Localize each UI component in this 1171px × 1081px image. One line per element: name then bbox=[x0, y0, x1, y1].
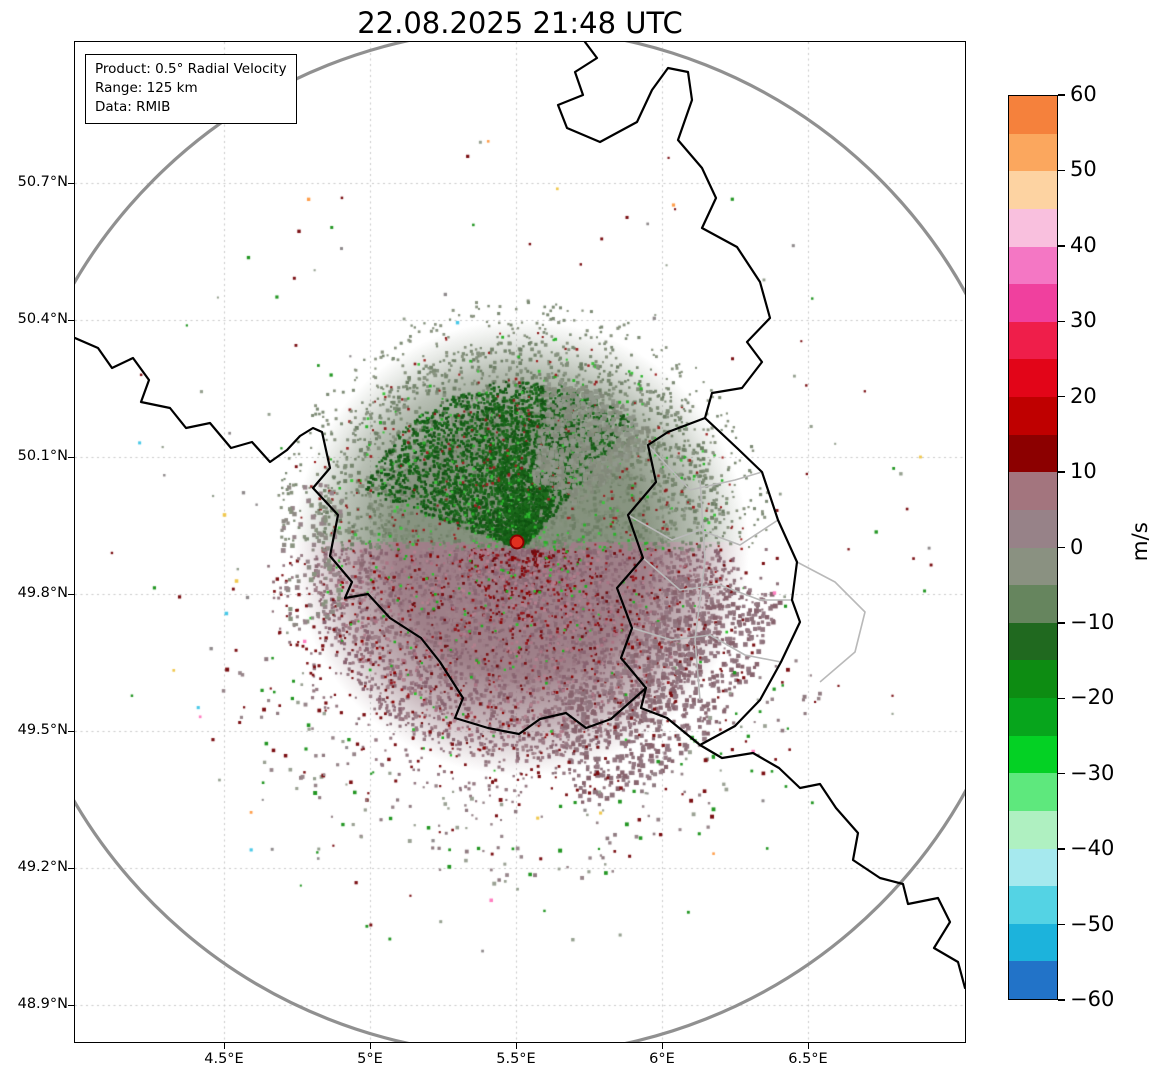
colorbar-segment bbox=[1009, 886, 1057, 924]
colorbar-tick-mark bbox=[1058, 395, 1065, 398]
map-plot: Product: 0.5° Radial Velocity Range: 125… bbox=[75, 42, 965, 1042]
y-tick-label: 49.8°N bbox=[17, 585, 68, 601]
y-tick-label: 50.4°N bbox=[17, 311, 68, 327]
x-tick-label: 6°E bbox=[649, 1051, 675, 1067]
figure-title: 22.08.2025 21:48 UTC bbox=[357, 6, 683, 40]
colorbar-tick-label: 10 bbox=[1070, 459, 1097, 484]
x-tick-label: 5°E bbox=[357, 1051, 383, 1067]
info-data-source: Data: RMIB bbox=[95, 99, 171, 116]
colorbar-tick-label: −40 bbox=[1070, 836, 1115, 861]
colorbar-segment bbox=[1009, 133, 1057, 172]
colorbar-tick-label: 20 bbox=[1070, 383, 1097, 408]
info-box: Product: 0.5° Radial Velocity Range: 125… bbox=[85, 54, 297, 125]
colorbar-segment bbox=[1009, 698, 1057, 736]
colorbar-segment bbox=[1009, 585, 1057, 623]
colorbar-segment bbox=[1009, 923, 1057, 962]
colorbar-tick-mark bbox=[1058, 94, 1065, 96]
colorbar-segment bbox=[1009, 622, 1057, 661]
colorbar-segment bbox=[1009, 96, 1057, 134]
colorbar-segment bbox=[1009, 321, 1057, 360]
y-tick-mark bbox=[68, 183, 74, 185]
x-tick-mark bbox=[808, 1043, 810, 1049]
colorbar-segment bbox=[1009, 397, 1057, 435]
colorbar-tick-mark bbox=[1058, 546, 1065, 549]
colorbar-segment bbox=[1009, 848, 1057, 887]
colorbar-tick-mark bbox=[1058, 773, 1065, 775]
info-product: Product: 0.5° Radial Velocity bbox=[95, 61, 287, 77]
colorbar-tick-mark bbox=[1058, 848, 1065, 850]
colorbar-segment bbox=[1009, 660, 1057, 698]
colorbar-tick-label: 60 bbox=[1070, 82, 1097, 106]
y-tick-mark bbox=[68, 594, 74, 596]
colorbar-tick-mark bbox=[1058, 923, 1065, 926]
colorbar-tick-mark bbox=[1058, 245, 1065, 247]
colorbar-segment bbox=[1009, 246, 1057, 285]
radar-site-marker bbox=[509, 534, 525, 550]
colorbar-tick-label: −30 bbox=[1070, 760, 1115, 785]
colorbar-segment bbox=[1009, 208, 1057, 247]
info-range: Range: 125 km bbox=[95, 80, 198, 97]
colorbar-tick-label: −50 bbox=[1070, 911, 1115, 936]
colorbar-segment bbox=[1009, 773, 1057, 811]
colorbar-segment bbox=[1009, 472, 1057, 510]
y-tick-mark bbox=[68, 320, 74, 322]
colorbar-tick-label: −60 bbox=[1070, 987, 1115, 1011]
colorbar-tick-mark bbox=[1058, 169, 1065, 172]
colorbar-segment bbox=[1009, 961, 1057, 999]
colorbar-segment bbox=[1009, 171, 1057, 209]
colorbar-tick-mark bbox=[1058, 697, 1065, 700]
y-tick-mark bbox=[68, 868, 74, 870]
colorbar-tick-label: −10 bbox=[1070, 609, 1115, 634]
colorbar-tick-mark bbox=[1058, 471, 1065, 473]
region-borders bbox=[627, 444, 866, 701]
colorbar-segment bbox=[1009, 284, 1057, 322]
map-overlay bbox=[75, 42, 965, 1042]
colorbar-tick-label: 40 bbox=[1070, 232, 1097, 257]
colorbar-segment bbox=[1009, 810, 1057, 849]
y-tick-label: 50.7°N bbox=[17, 174, 68, 190]
colorbar-segment bbox=[1009, 359, 1057, 397]
x-tick-label: 6.5°E bbox=[788, 1051, 828, 1067]
colorbar-tick-label: 50 bbox=[1070, 157, 1097, 182]
colorbar-segment bbox=[1009, 547, 1057, 586]
y-tick-label: 48.9°N bbox=[17, 996, 68, 1012]
y-tick-label: 49.2°N bbox=[17, 859, 68, 875]
x-tick-mark bbox=[516, 1043, 518, 1049]
colorbar-tick-mark bbox=[1058, 622, 1065, 624]
x-tick-mark bbox=[370, 1043, 372, 1049]
colorbar-tick-label: 0 bbox=[1070, 534, 1084, 559]
y-tick-label: 50.1°N bbox=[17, 448, 68, 464]
y-tick-label: 49.5°N bbox=[17, 722, 68, 738]
colorbar-segment bbox=[1009, 735, 1057, 774]
colorbar-tick-label: 30 bbox=[1070, 308, 1097, 333]
y-tick-mark bbox=[68, 1005, 74, 1007]
colorbar-tick-mark bbox=[1058, 999, 1065, 1001]
y-tick-mark bbox=[68, 457, 74, 459]
x-tick-mark bbox=[224, 1043, 226, 1049]
x-tick-label: 4.5°E bbox=[204, 1051, 244, 1067]
x-tick-mark bbox=[662, 1043, 664, 1049]
x-tick-label: 5.5°E bbox=[496, 1051, 536, 1067]
colorbar-tick-label: −20 bbox=[1070, 685, 1115, 710]
colorbar-tick-mark bbox=[1058, 320, 1065, 322]
colorbar-segment bbox=[1009, 434, 1057, 473]
colorbar bbox=[1008, 95, 1058, 1000]
y-tick-mark bbox=[68, 731, 74, 733]
country-borders bbox=[75, 42, 965, 990]
colorbar-segment bbox=[1009, 509, 1057, 548]
